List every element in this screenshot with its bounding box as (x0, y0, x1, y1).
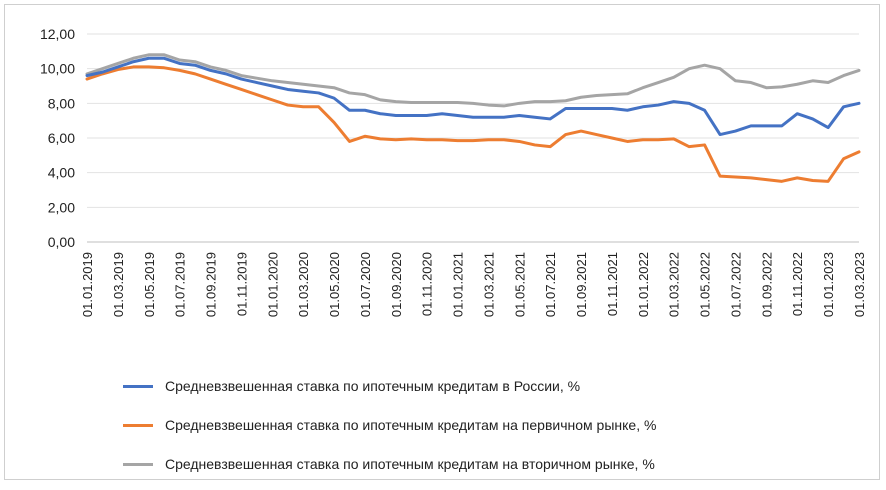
y-tick-label: 4,00 (48, 165, 75, 181)
x-tick-label: 01.11.2020 (420, 252, 435, 316)
x-tick-label: 01.09.2022 (759, 252, 774, 317)
series-line-2 (85, 53, 861, 108)
x-tick-label: 01.09.2019 (204, 252, 219, 317)
x-tick-label: 01.01.2022 (636, 252, 651, 317)
x-tick-label: 01.03.2019 (111, 252, 126, 317)
x-tick-label: 01.07.2021 (543, 252, 558, 317)
x-tick-label: 01.03.2021 (481, 252, 496, 317)
x-axis: 01.01.2019 01.03.2019 01.05.2019 01.07.2019… (80, 241, 867, 317)
chart-frame: 0,00 2,00 4,00 6,00 8,00 10,00 12,00 01.01.201… (4, 4, 880, 480)
x-tick-label: 01.03.2022 (667, 252, 682, 317)
x-tick-label: 01.05.2020 (327, 252, 342, 317)
legend-label-secondary: Средневзвешенная ставка по ипотечным кре… (165, 456, 655, 472)
x-tick-label: 01.01.2023 (821, 252, 836, 317)
legend-item-secondary: Средневзвешенная ставка по ипотечным кре… (123, 451, 656, 477)
y-tick-label: 8,00 (48, 95, 75, 111)
legend-swatch-secondary (123, 462, 153, 466)
legend-label-primary: Средневзвешенная ставка по ипотечным кре… (165, 417, 657, 433)
x-tick-label: 01.03.2020 (296, 252, 311, 317)
x-tick-label: 01.11.2021 (605, 252, 620, 316)
x-tick-label: 01.11.2019 (234, 252, 249, 316)
legend-item-russia: Средневзвешенная ставка по ипотечным кре… (123, 373, 656, 399)
x-tick-label: 01.09.2020 (389, 252, 404, 317)
y-axis: 0,00 2,00 4,00 6,00 8,00 10,00 12,00 (40, 26, 75, 250)
legend-label-russia: Средневзвешенная ставка по ипотечным кре… (165, 378, 581, 394)
legend-swatch-russia (123, 384, 153, 388)
series-lines (85, 53, 861, 183)
y-tick-label: 12,00 (40, 26, 75, 42)
x-tick-label: 01.07.2022 (728, 252, 743, 317)
y-tick-label: 0,00 (48, 234, 75, 250)
legend-item-primary: Средневзвешенная ставка по ипотечным кре… (123, 412, 656, 438)
x-tick-label: 01.07.2019 (173, 252, 188, 317)
x-tick-label: 01.05.2022 (698, 252, 713, 317)
x-tick-label: 01.03.2023 (852, 252, 867, 317)
x-tick-label: 01.05.2021 (512, 252, 527, 317)
legend-swatch-primary (123, 423, 153, 427)
x-tick-label: 01.01.2020 (265, 252, 280, 317)
x-tick-label: 01.11.2022 (790, 252, 805, 316)
x-tick-label: 01.09.2021 (574, 252, 589, 317)
legend: Средневзвешенная ставка по ипотечным кре… (123, 373, 656, 490)
series-line-0 (85, 56, 861, 137)
x-tick-label: 01.01.2019 (80, 252, 95, 317)
series-line-1 (85, 65, 861, 183)
x-tick-label: 01.05.2019 (142, 252, 157, 317)
line-chart: 0,00 2,00 4,00 6,00 8,00 10,00 12,00 01.01.201… (40, 26, 867, 317)
y-tick-label: 2,00 (48, 199, 75, 215)
x-tick-label: 01.07.2020 (358, 252, 373, 317)
y-tick-label: 6,00 (48, 130, 75, 146)
y-tick-label: 10,00 (40, 61, 75, 77)
x-tick-label: 01.01.2021 (451, 252, 466, 317)
